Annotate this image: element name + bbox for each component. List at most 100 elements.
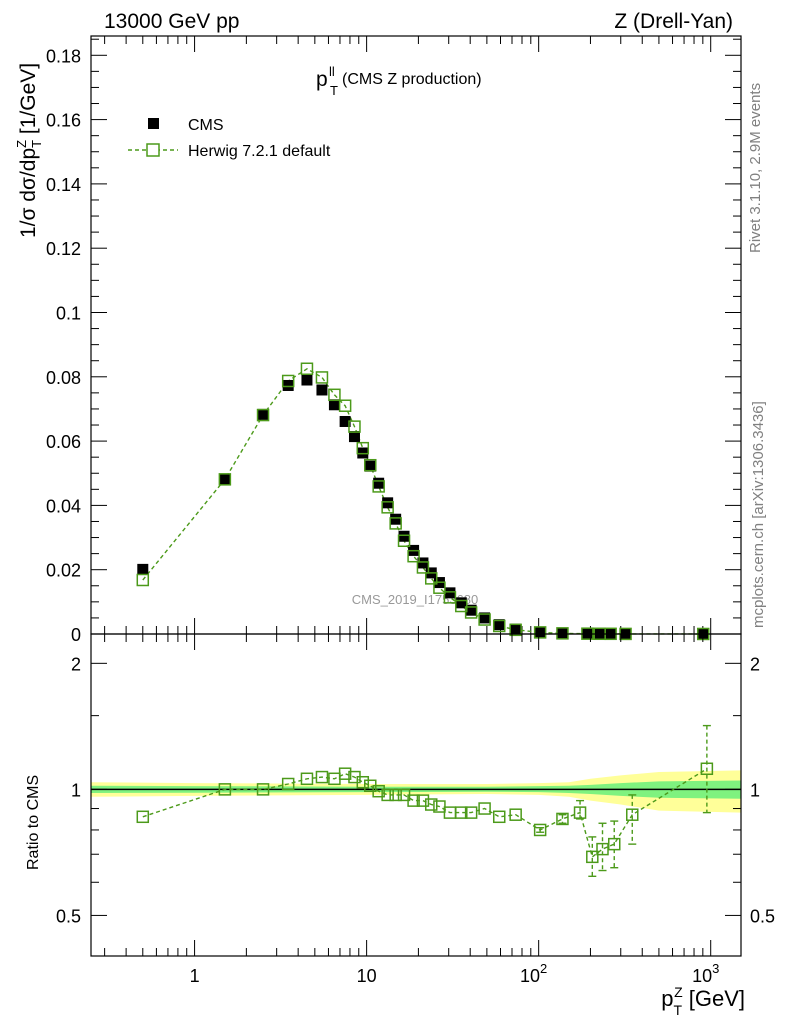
- ratio-herwig-point: [607, 837, 621, 851]
- cms-data-point: [465, 604, 477, 616]
- ratio-x-tick-labels: 1 10 102 103: [190, 961, 720, 986]
- legend-herwig-label: Herwig 7.2.1 default: [188, 143, 331, 160]
- main-y-zero-label: 0: [71, 625, 81, 645]
- ratio-x-tick-label: 102: [520, 961, 547, 986]
- cms-data-point: [282, 379, 294, 391]
- header-process-label: Z (Drell-Yan): [614, 10, 733, 33]
- herwig-point: [300, 362, 314, 376]
- cms-data-point: [339, 415, 351, 427]
- main-y-tick-label: 0.18: [46, 46, 81, 66]
- main-title: p ll T (CMS Z production): [316, 64, 482, 98]
- cms-data-point: [479, 612, 491, 624]
- ylabel-main: 1/σ dσ/dp: [17, 148, 40, 238]
- herwig-point: [492, 619, 506, 633]
- cms-data-point: [534, 626, 546, 638]
- herwig-point: [407, 549, 420, 563]
- ratio-herwig-point: [338, 767, 352, 780]
- ratio-y-tick-labels: 0.5 0.5 1 1 2 2: [56, 654, 775, 926]
- ylabel-sub: T: [29, 140, 44, 148]
- main-y-tick-label: 0.12: [46, 239, 81, 259]
- ratio-x-tick-label: 1: [190, 966, 200, 986]
- herwig-point: [281, 374, 295, 388]
- herwig-point: [425, 572, 438, 585]
- xlabel-main: p: [661, 986, 673, 1011]
- main-y-tick-label: 0.02: [46, 561, 81, 581]
- ylabel-sup: Z: [14, 140, 29, 148]
- cms-data-point: [219, 474, 231, 486]
- ratio-herwig-point: [478, 802, 491, 815]
- ratio-herwig-point: [281, 777, 295, 791]
- main-y-axis-label: 1/σ dσ/dpTZ [1/GeV]: [14, 63, 44, 238]
- herwig-point: [455, 599, 468, 613]
- herwig-point: [364, 458, 377, 472]
- main-y-tick-labels: 0.02 0.04 0.06 0.08 0.1 0.12 0.14 0.16 0.18: [46, 46, 81, 580]
- main-y-tick-label: 0.06: [46, 432, 81, 452]
- ratio-y-tick-label: 2: [71, 654, 81, 674]
- cms-data-point: [390, 513, 402, 525]
- herwig-point: [464, 606, 478, 619]
- herwig-point: [348, 420, 361, 433]
- xlabel-sub: T: [674, 1002, 683, 1018]
- cms-data-point: [398, 530, 410, 542]
- ratio-herwig-point: [407, 794, 420, 807]
- ratio-herwig-point: [586, 850, 599, 864]
- cms-data-point: [444, 587, 456, 599]
- ratio-y-tick-label-right: 0.5: [750, 906, 775, 926]
- ratio-y-tick-label: 1: [71, 780, 81, 800]
- main-title-sub: T: [330, 83, 338, 98]
- main-y-tick-label: 0.1: [56, 303, 81, 323]
- ratio-herwig-point: [300, 772, 314, 786]
- herwig-point: [328, 388, 341, 402]
- herwig-point: [443, 591, 457, 604]
- ratio-y-tick-label-right: 2: [750, 654, 760, 674]
- xlabel-unit: [GeV]: [683, 986, 745, 1011]
- ratio-herwig-point: [356, 775, 370, 789]
- main-axis-ticks: [91, 38, 741, 619]
- herwig-point: [533, 626, 547, 639]
- herwig-point: [218, 473, 232, 486]
- ratio-panel-frame: [90, 633, 742, 957]
- ratio-herwig-point: [416, 794, 430, 807]
- herwig-point: [433, 581, 446, 594]
- ratio-herwig-point: [218, 783, 232, 796]
- ratio-herwig-point: [573, 806, 587, 819]
- ylabel-unit: [1/GeV]: [17, 63, 40, 140]
- herwig-point: [416, 561, 430, 574]
- cms-data-point: [373, 477, 385, 489]
- ratio-series: [136, 724, 714, 878]
- ratio-x-tick-label: 103: [692, 961, 719, 986]
- main-y-tick-label: 0.04: [46, 496, 81, 516]
- main-title-p: p: [316, 68, 328, 91]
- cms-data-point: [556, 627, 568, 639]
- ratio-herwig-point: [389, 788, 402, 802]
- cms-data-point: [455, 597, 467, 609]
- legend: CMS Herwig 7.2.1 default: [128, 117, 331, 160]
- main-y-tick-label: 0.08: [46, 368, 81, 388]
- main-y-tick-label: 0.16: [46, 111, 81, 131]
- cms-data-point: [493, 619, 505, 631]
- ratio-x-tick-label: 10: [357, 966, 377, 986]
- cms-data-point: [328, 399, 340, 411]
- ratio-y-axis-label: Ratio to CMS: [25, 775, 42, 870]
- herwig-point: [556, 627, 569, 640]
- ratio-herwig-point: [455, 806, 468, 819]
- herwig-point: [356, 441, 370, 455]
- svg-text:1/σ dσ/dpTZ [1/GeV]: 1/σ dσ/dpTZ [1/GeV]: [14, 63, 44, 238]
- ratio-herwig-point: [381, 788, 394, 802]
- ratio-herwig-point: [256, 783, 270, 796]
- herwig-point: [397, 534, 411, 548]
- herwig-point: [509, 623, 522, 637]
- ratio-herwig-point: [464, 806, 478, 819]
- cms-data-point: [364, 460, 376, 472]
- ratio-y-tick-label-right: 1: [750, 780, 760, 800]
- cms-data-point: [257, 408, 269, 420]
- legend-herwig-marker: [146, 143, 160, 157]
- main-title-rest: (CMS Z production): [342, 71, 482, 88]
- main-y-tick-label: 0.14: [46, 175, 81, 195]
- main-panel: 0.02 0.04 0.06 0.08 0.1 0.12 0.14 0.16 0.18 0 CM…: [14, 35, 742, 645]
- herwig-point: [256, 408, 270, 422]
- ratio-herwig-point: [136, 810, 150, 824]
- cms-data-point: [417, 557, 429, 569]
- herwig-point: [315, 371, 329, 384]
